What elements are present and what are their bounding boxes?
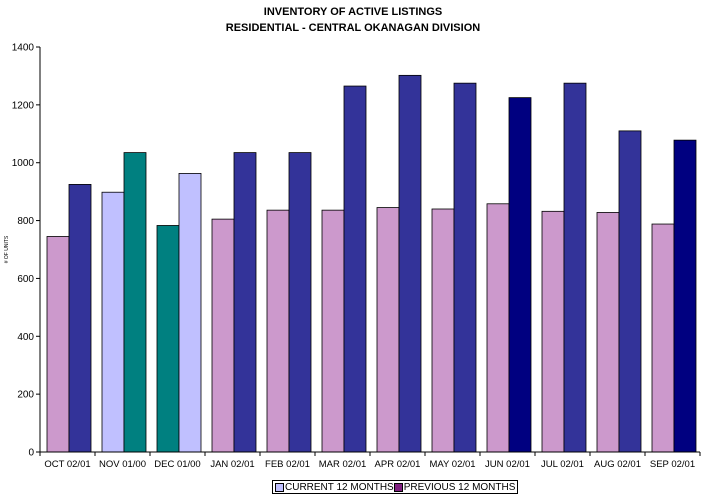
legend-item-previous: PREVIOUS 12 MONTHS <box>393 481 516 493</box>
x-tick-label: JUN 02/01 <box>485 459 530 470</box>
y-tick-label: 1000 <box>12 158 35 169</box>
bar-previous-6 <box>398 74 422 453</box>
x-tick-label: OCT 02/01 <box>44 459 90 470</box>
y-tick-label: 1200 <box>12 100 35 111</box>
bar-current-3 <box>211 218 235 453</box>
legend-swatch-previous <box>393 482 403 492</box>
chart-subtitle: RESIDENTIAL - CENTRAL OKANAGAN DIVISION <box>225 22 481 34</box>
bar-current-11 <box>651 223 675 453</box>
bar-current-1 <box>101 191 125 453</box>
x-tick-label: JUL 02/01 <box>541 459 584 470</box>
bar-current-0 <box>46 236 70 453</box>
bar-current-5 <box>321 209 345 453</box>
bar-previous-11 <box>673 139 697 453</box>
y-tick-label: 0 <box>28 448 34 459</box>
bar-current-9 <box>541 210 565 453</box>
bar-previous-3 <box>233 152 257 453</box>
bar-previous-4 <box>288 152 312 453</box>
bar-previous-7 <box>453 82 477 453</box>
bar-previous-9 <box>563 82 587 453</box>
bar-current-6 <box>376 207 400 453</box>
bar-previous-0 <box>68 184 92 453</box>
bar-previous-8 <box>508 97 532 453</box>
bar-previous-5 <box>343 85 367 453</box>
x-tick-label: DEC 01/00 <box>154 459 200 470</box>
x-tick-label: FEB 02/01 <box>265 459 310 470</box>
x-tick-label: APR 02/01 <box>375 459 421 470</box>
bar-current-4 <box>266 209 290 453</box>
bar-previous-1 <box>123 152 147 453</box>
x-tick-label: MAY 02/01 <box>429 459 475 470</box>
x-tick-label: NOV 01/00 <box>99 459 146 470</box>
y-tick-label: 200 <box>17 390 34 401</box>
bar-current-2 <box>156 225 180 453</box>
bar-current-7 <box>431 208 455 453</box>
y-axis-title: # OF UNITS <box>4 235 10 263</box>
chart-title: INVENTORY OF ACTIVE LISTINGS <box>263 6 443 18</box>
x-tick-label: MAR 02/01 <box>319 459 367 470</box>
bar-current-8 <box>486 203 510 453</box>
y-tick-label: 600 <box>17 274 34 285</box>
y-tick-label: 1400 <box>12 43 35 54</box>
y-tick-label: 400 <box>17 332 34 343</box>
x-tick-label: SEP 02/01 <box>650 459 695 470</box>
bar-previous-10 <box>618 130 642 453</box>
bar-current-10 <box>596 212 620 453</box>
legend-label-previous: PREVIOUS 12 MONTHS <box>403 481 516 493</box>
bar-chart: 0 200 400 600 800 1000 1200 1400 OCT 02/01 NOV 01… <box>4 43 701 470</box>
bar-previous-2 <box>178 173 202 453</box>
legend-swatch-current <box>275 482 284 492</box>
legend: CURRENT 12 MONTHS PREVIOUS 12 MONTHS <box>272 480 519 494</box>
legend-item-current: CURRENT 12 MONTHS <box>275 482 394 493</box>
y-tick-label: 800 <box>17 216 34 227</box>
legend-label-current: CURRENT 12 MONTHS <box>285 481 394 493</box>
x-tick-label: AUG 02/01 <box>594 459 641 470</box>
x-tick-label: JAN 02/01 <box>210 459 254 470</box>
